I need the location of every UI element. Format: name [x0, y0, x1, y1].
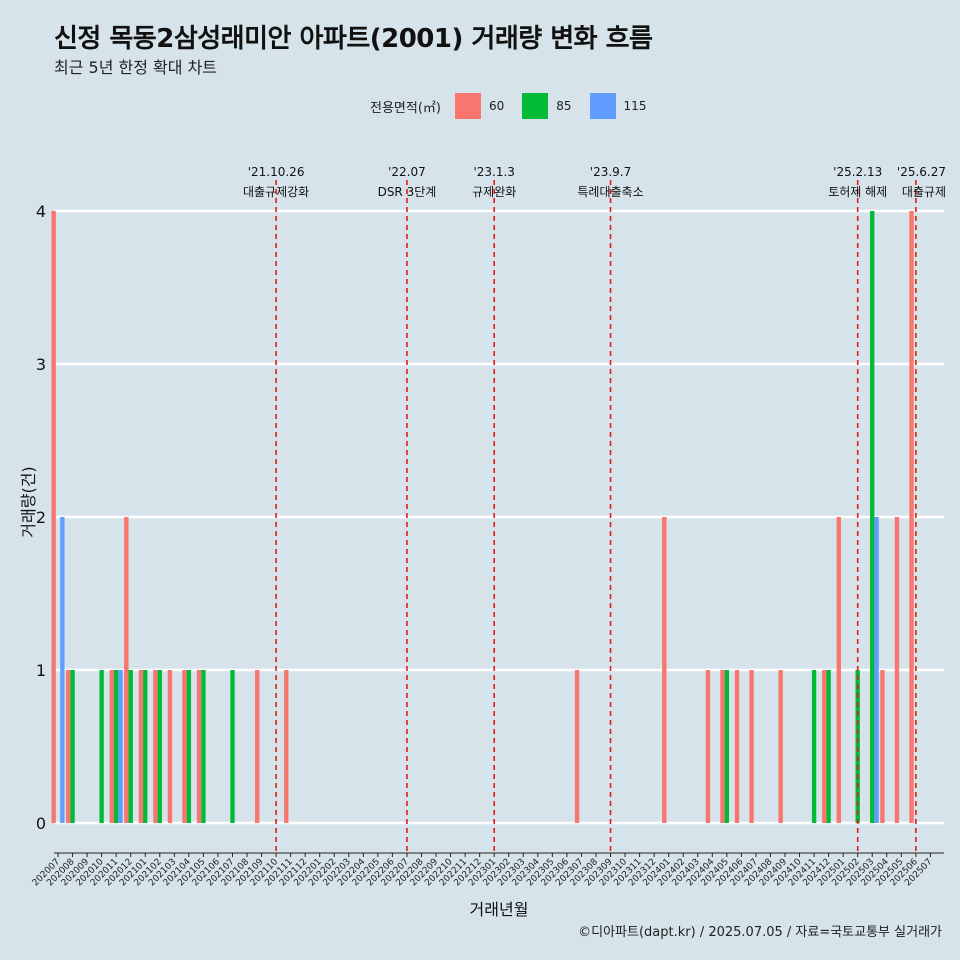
bar-60-202008: [65, 670, 71, 823]
bar-60-202007: [51, 211, 56, 823]
legend-label-115: 115: [623, 99, 647, 113]
y-tick-label: 2: [36, 508, 46, 527]
chart-title: 신정 목동2삼성래미안 아파트(2001) 거래량 변화 흐름: [54, 24, 653, 54]
bar-60-202506: [909, 211, 914, 823]
bar-60-202104: [182, 670, 187, 823]
legend-item-115: 115: [589, 93, 647, 119]
legend: 전용면적(㎡) 60 85 115: [370, 93, 656, 119]
bar-85-202010: [99, 670, 104, 823]
legend-swatch-85: [522, 93, 549, 119]
source-caption: ©디아파트(dapt.kr) / 2025.07.05 / 자료=국토교통부 실…: [578, 925, 942, 940]
bar-60-202103: [167, 670, 173, 823]
bar-60-202409: [778, 670, 783, 823]
annotation-label: 대출규제: [902, 185, 946, 199]
chart-subtitle: 최근 5년 한정 확대 차트: [54, 58, 218, 77]
y-tick-label: 1: [36, 661, 46, 680]
bar-60-202109: [255, 670, 260, 823]
bar-85-202102: [157, 670, 162, 823]
bar-85-202105: [201, 670, 206, 823]
bar-115-202007: [60, 517, 65, 823]
bar-85-202012: [128, 670, 133, 823]
legend-item-60: 60: [454, 93, 505, 119]
annotation-date: '22.07: [388, 165, 426, 179]
bar-85-202502: [855, 670, 860, 823]
bar-60-202401: [662, 517, 667, 823]
bar-60-202012: [124, 517, 129, 823]
bar-60-202405: [720, 670, 725, 823]
annotation-date: '23.1.3: [473, 165, 514, 179]
annotation-label: 대출규제강화: [243, 185, 309, 199]
annotation-date: '25.6.27: [897, 165, 946, 179]
y-tick-label: 0: [36, 814, 46, 833]
x-axis-title: 거래년월: [470, 900, 529, 919]
legend-item-85: 85: [522, 93, 572, 119]
bar-85-202412: [826, 670, 831, 823]
bar-85-202011: [113, 670, 119, 823]
bar-85-202107: [230, 670, 235, 823]
y-tick-label: 3: [36, 355, 46, 374]
legend-swatch-115: [589, 93, 616, 119]
bar-115-202503: [874, 517, 879, 823]
annotation-label: 규제완화: [472, 185, 516, 199]
bar-60-202111: [284, 670, 289, 823]
bar-60-202407: [749, 670, 754, 823]
annotation-label: DSR 3단계: [378, 185, 437, 199]
y-tick-label: 4: [36, 202, 46, 221]
bar-60-202412: [822, 670, 827, 823]
bar-60-202406: [734, 670, 740, 823]
bar-60-202101: [138, 670, 144, 823]
annotation-label: 특례대출축소: [577, 185, 643, 199]
annotation-date: '25.2.13: [833, 165, 882, 179]
bar-60-202404: [705, 670, 711, 823]
bar-60-202504: [880, 670, 885, 823]
legend-label-60: 60: [488, 99, 505, 113]
bar-85-202411: [811, 670, 817, 823]
bar-60-202505: [894, 517, 900, 823]
bar-60-202105: [196, 670, 202, 823]
bar-60-202501: [836, 517, 841, 823]
legend-label-85: 85: [556, 99, 572, 113]
y-axis-title: 거래량(건): [19, 466, 38, 537]
legend-swatch-60: [454, 93, 481, 119]
bar-85-202503: [870, 211, 875, 823]
bar-85-202008: [70, 670, 75, 823]
bar-60-202307: [574, 670, 580, 823]
bar-115-202011: [118, 670, 123, 823]
bar-85-202405: [724, 670, 730, 823]
annotation-date: '23.9.7: [590, 165, 631, 179]
annotation-label: 토허제 해제: [828, 185, 887, 199]
bar-85-202101: [143, 670, 148, 823]
bar-60-202011: [109, 670, 114, 823]
bar-60-202102: [153, 670, 158, 823]
bar-85-202104: [186, 670, 192, 823]
legend-title: 전용면적(㎡): [370, 100, 441, 116]
annotation-date: '21.10.26: [248, 165, 305, 179]
